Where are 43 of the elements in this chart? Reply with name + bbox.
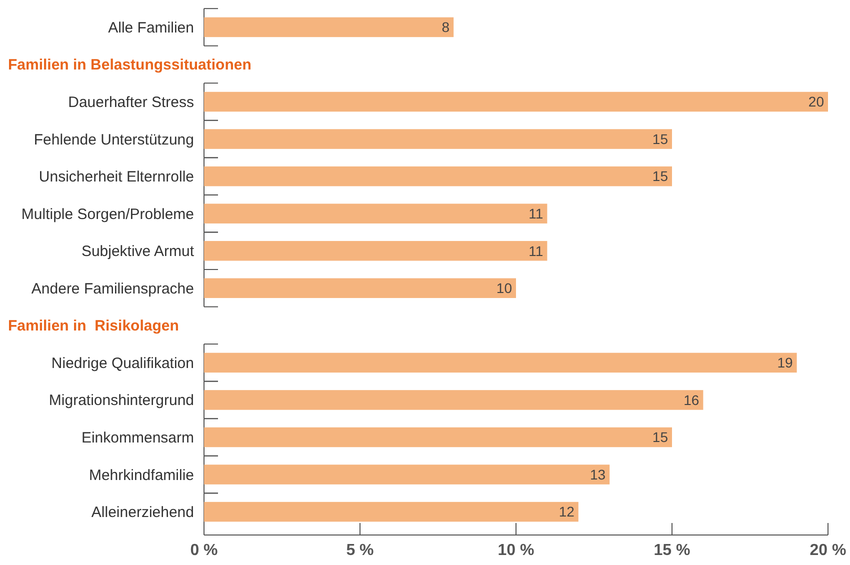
- bar: [204, 17, 454, 38]
- data-label: 8: [442, 19, 450, 36]
- y-tick-label: Unsicherheit Elternrolle: [38, 168, 194, 186]
- x-tick-label: 15 %: [654, 542, 690, 559]
- bar: [204, 166, 672, 186]
- x-tick-label: 10 %: [498, 542, 534, 559]
- data-label: 13: [590, 466, 606, 482]
- data-label: 15: [652, 168, 668, 184]
- data-label: 15: [652, 130, 668, 147]
- annotation: Familien in Belastungssituationen: [8, 56, 252, 74]
- y-tick-label: Multiple Sorgen/Probleme: [21, 206, 194, 223]
- bar: [204, 129, 672, 149]
- data-label: 10: [496, 280, 512, 296]
- data-label: 11: [528, 205, 544, 222]
- bar: [204, 352, 797, 373]
- bar: [204, 502, 578, 522]
- bar: [204, 464, 610, 484]
- data-label: 20: [808, 94, 824, 110]
- y-tick-label: Andere Familiensprache: [31, 280, 194, 298]
- data-label: 11: [528, 242, 544, 259]
- bar: [204, 278, 516, 298]
- data-label: 16: [684, 392, 700, 408]
- bar: [204, 204, 548, 224]
- x-tick-label: 20 %: [810, 542, 846, 559]
- bar: [204, 390, 704, 410]
- y-tick-label: Alleinerziehend: [91, 504, 194, 522]
- text: Familien in Risikolagen: [8, 318, 179, 335]
- bar: [204, 427, 672, 448]
- y-tick-label: Dauerhafter Stress: [68, 94, 194, 111]
- x-tick-label: 5 %: [346, 542, 374, 559]
- y-tick-label: Einkommensarm: [81, 430, 194, 446]
- x-tick-label: 0 %: [190, 542, 218, 559]
- y-tick-label: Fehlende Unterstützung: [34, 131, 194, 148]
- y-tick-label: Subjektive Armut: [81, 243, 195, 260]
- y-tick-label: Alle Familien: [108, 19, 194, 36]
- bar: [204, 240, 548, 261]
- y-tick-label: Migrationshintergrund: [48, 392, 194, 410]
- data-label: 19: [777, 354, 794, 371]
- y-tick-label: Niedrige Qualifikation: [51, 354, 194, 372]
- data-label: 15: [652, 429, 668, 446]
- y-tick-label: Mehrkindfamilie: [88, 466, 194, 484]
- bar: [204, 92, 828, 112]
- data-label: 12: [558, 504, 575, 520]
